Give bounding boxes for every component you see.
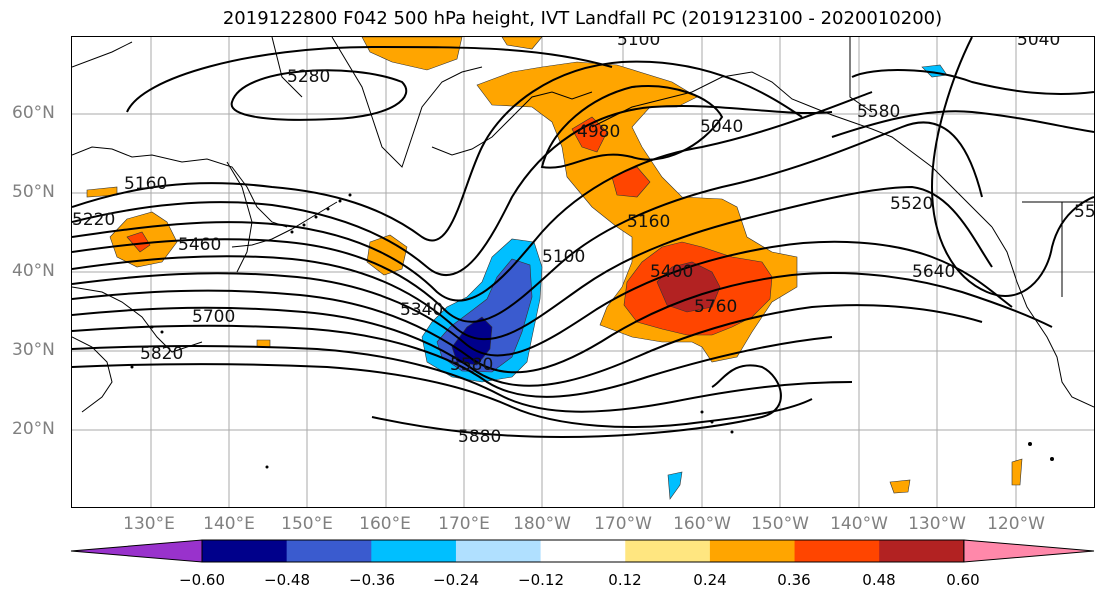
ivt-shading (86, 37, 1023, 500)
lon-label-140e: 140°E (203, 514, 255, 534)
lon-label-130w: 130°W (908, 514, 966, 534)
colorbar-cell (286, 540, 372, 562)
contour-label: 5700 (192, 307, 235, 327)
contour-label: 5580 (450, 355, 493, 375)
colorbar-cell (794, 540, 880, 562)
contour-labels: 5280 5100 5040 4980 5040 5160 5220 5460 … (72, 37, 1094, 447)
contour-label: 5520 (890, 194, 933, 214)
colorbar-label: −0.36 (349, 571, 395, 589)
colorbar-cell (709, 540, 796, 562)
lat-label-60n: 60°N (12, 103, 55, 123)
colorbar-label: 0.36 (777, 571, 811, 589)
lat-label-20n: 20°N (12, 419, 55, 439)
contour-label: 5040 (1017, 37, 1060, 50)
contour-label: 4980 (577, 122, 620, 142)
contour-label: 5040 (700, 117, 743, 137)
colorbar-cell (879, 540, 965, 562)
contour-label: 5160 (627, 212, 670, 232)
contour-label: 5760 (694, 297, 737, 317)
height-contours (72, 37, 1094, 439)
colorbar-extend-max (963, 539, 1095, 563)
contour-label: 5520 (1074, 202, 1094, 222)
map-panel: 5280 5100 5040 4980 5040 5160 5220 5460 … (72, 37, 1094, 507)
colorbar-label: −0.48 (264, 571, 310, 589)
colorbar-cell (371, 540, 457, 562)
contour-label: 5100 (542, 247, 585, 267)
colorbar-label: −0.24 (433, 571, 479, 589)
lon-label-160w: 160°W (673, 514, 731, 534)
colorbar-label: −0.12 (518, 571, 564, 589)
colorbar (70, 539, 1095, 563)
contour-label: 5280 (287, 67, 330, 87)
colorbar-label: 0.48 (862, 571, 896, 589)
contour-label: 5820 (140, 344, 183, 364)
colorbar-label: 0.12 (608, 571, 642, 589)
contour-label: 5100 (617, 37, 660, 50)
lon-label-130e: 130°E (123, 514, 175, 534)
colorbar-label: −0.60 (179, 571, 225, 589)
colorbar-cell (540, 540, 626, 562)
colorbar-cell (625, 540, 711, 562)
lon-label-150e: 150°E (281, 514, 333, 534)
lon-label-160e: 160°E (359, 514, 411, 534)
lon-label-180w: 180°W (513, 514, 571, 534)
map-svg: 5280 5100 5040 4980 5040 5160 5220 5460 … (72, 37, 1094, 507)
lat-label-40n: 40°N (12, 261, 55, 281)
lon-label-140w: 140°W (830, 514, 888, 534)
contour-label: 5580 (857, 102, 900, 122)
contour-label: 5880 (458, 427, 501, 447)
lon-label-150w: 150°W (751, 514, 809, 534)
map-title: 2019122800 F042 500 hPa height, IVT Land… (222, 8, 943, 29)
lon-label-120w: 120°W (987, 514, 1045, 534)
colorbar-label: 0.60 (946, 571, 980, 589)
lat-label-50n: 50°N (12, 182, 55, 202)
colorbar-outline (201, 539, 965, 563)
lon-label-170w: 170°W (594, 514, 652, 534)
contour-label: 5340 (400, 300, 443, 320)
contour-label: 5460 (178, 235, 221, 255)
colorbar-extend-min (70, 539, 203, 563)
colorbar-cell (202, 540, 288, 562)
contour-label: 5220 (72, 210, 115, 230)
lon-label-170e: 170°E (438, 514, 490, 534)
colorbar-cell (455, 540, 542, 562)
colorbar-cells (70, 539, 1095, 563)
colorbar-label: 0.24 (693, 571, 727, 589)
island-chain (130, 193, 1054, 469)
contour-label: 5400 (650, 262, 693, 282)
contour-label: 5640 (912, 262, 955, 282)
contour-label: 5160 (124, 174, 167, 194)
lat-label-30n: 30°N (12, 340, 55, 360)
